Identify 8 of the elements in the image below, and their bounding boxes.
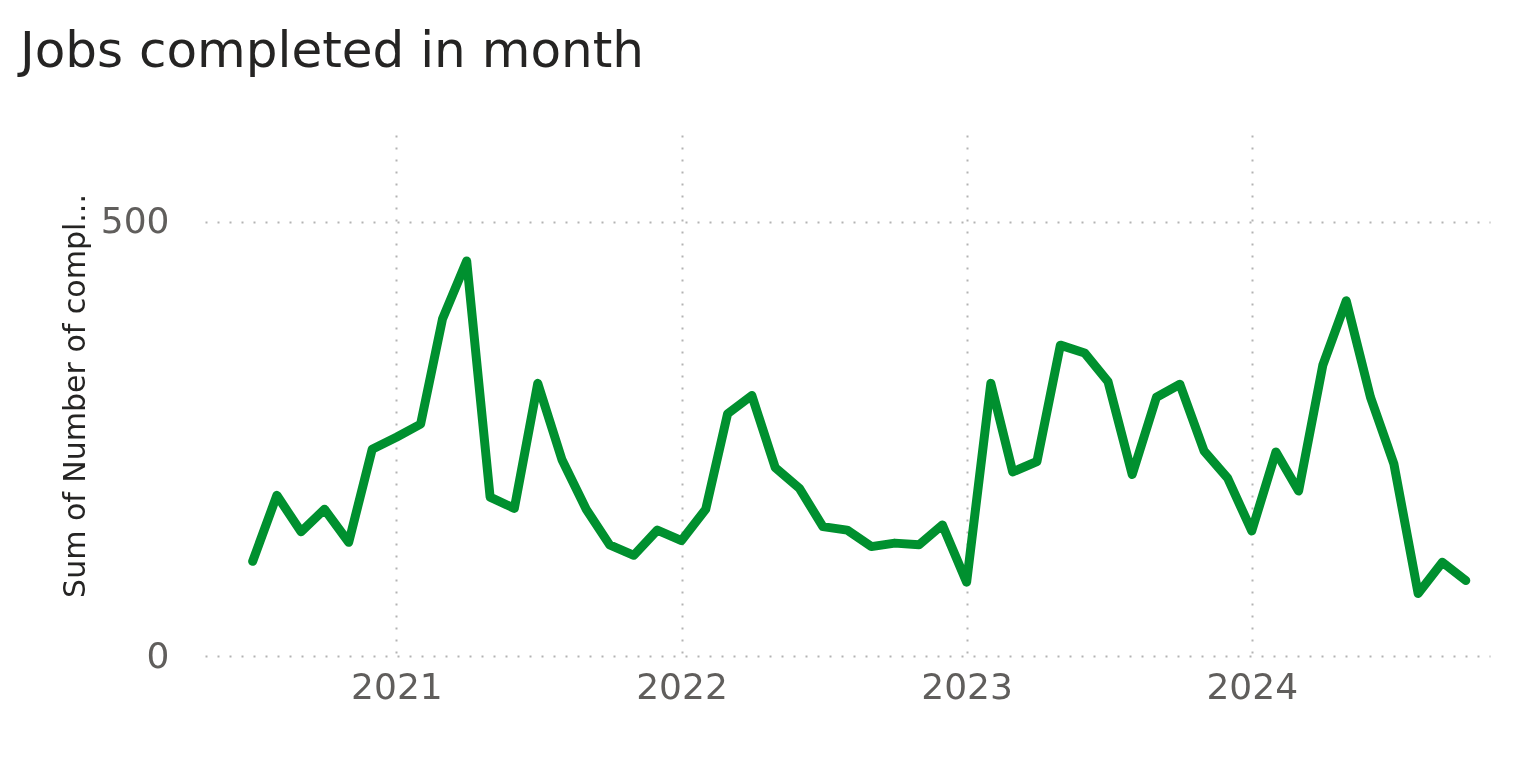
x-tick-label: 2023 (921, 665, 1013, 707)
x-tick-label: 2021 (351, 665, 443, 707)
y-tick-label: 500 (100, 200, 170, 242)
x-tick-label: 2022 (636, 665, 728, 707)
x-tick-label: 2024 (1206, 665, 1299, 707)
chart-title: Jobs completed in month (17, 21, 644, 79)
y-axis-title: Sum of Number of compl... (56, 194, 92, 598)
y-tick-label: 0 (146, 634, 170, 676)
